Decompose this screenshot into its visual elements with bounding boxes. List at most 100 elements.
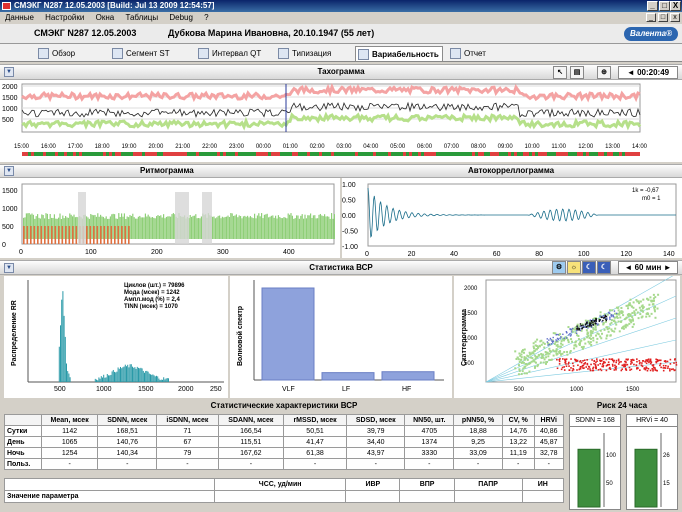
menu-tables[interactable]: Таблицы — [125, 13, 159, 22]
rhythm-band-segment — [154, 152, 157, 156]
param-column-header: ПАПР — [453, 478, 523, 491]
tab-report[interactable]: Отчет — [448, 46, 486, 61]
sun-icon[interactable]: ☼ — [567, 261, 581, 274]
stats-column-header[interactable]: pNN50, % — [453, 414, 503, 426]
stats-row[interactable]: День 1065 140,76 67 115,51 41,47 34,40 1374 9,25… — [4, 436, 565, 448]
stats-column-header[interactable]: CV, % — [501, 414, 535, 426]
histogram-chart[interactable]: Распределение RR Циклов (шт.) = 79896Мода… — [4, 276, 228, 398]
menu-help[interactable]: ? — [204, 13, 209, 22]
scatter-point — [625, 323, 628, 326]
rhythm-band-segment — [211, 152, 214, 156]
stats-column-header[interactable]: iSDNN, мсек — [156, 414, 219, 426]
scatter-point — [674, 358, 676, 360]
tachogram-collapse-button[interactable]: ▼ — [4, 67, 14, 77]
stats-column-header[interactable]: Mean, мсек — [40, 414, 99, 426]
scatter-point — [586, 362, 589, 365]
settings-icon[interactable]: ⚙ — [552, 261, 566, 274]
histogram-ylabel: Распределение RR — [11, 300, 18, 366]
time-position-control[interactable]: ◄ 00:20:49 ► — [618, 66, 678, 88]
rhythm-collapse-button[interactable]: ▼ — [4, 166, 14, 176]
rhythm-band-segment — [379, 152, 382, 156]
tab-qt-interval[interactable]: Интервал QT — [196, 46, 261, 61]
menu-settings[interactable]: Настройки — [45, 13, 85, 22]
histogram-bar — [151, 374, 153, 382]
stats-column-header[interactable] — [4, 414, 42, 426]
rr-bar — [319, 213, 321, 239]
tab-typing[interactable]: Типизация — [276, 46, 331, 61]
nav-prev-icon[interactable]: ◄ — [626, 68, 635, 77]
stats-column-header[interactable]: SDSD, мсек — [346, 414, 406, 426]
scatter-point — [583, 362, 585, 365]
rhythm-band-segment — [220, 152, 223, 156]
scatter-point — [575, 359, 577, 361]
menu-data[interactable]: Данные — [5, 13, 34, 22]
stats-row[interactable]: Польз. - - - - - - - - - - — [4, 458, 565, 470]
stats-column-header[interactable]: rMSSD, мсек — [283, 414, 348, 426]
rhythmogram-chart[interactable]: 1500 1000 500 0 0 100 200 300 400 — [0, 178, 340, 258]
histogram-bar — [165, 378, 167, 382]
close-button[interactable]: X — [670, 1, 681, 11]
scatter-point — [589, 368, 591, 370]
stats-column-header[interactable]: SDNN, мсек — [97, 414, 158, 426]
stats-column-header[interactable]: NN50, шт. — [404, 414, 455, 426]
tab-variability[interactable]: Вариабельность — [355, 46, 443, 61]
mdi-restore-button[interactable]: □ — [658, 13, 668, 22]
autocorrelogram-chart[interactable]: 1.00 0.50 0.00 -0.50 -1.00 0 20 40 60 80 100 120 140… — [342, 178, 682, 258]
stats-cell: 168,51 — [97, 425, 158, 437]
scatter-point — [626, 363, 629, 366]
rhythm-band-segment — [235, 152, 238, 156]
scatter-point — [654, 316, 657, 319]
menu-windows[interactable]: Окна — [95, 13, 115, 22]
rhythm-band-segment — [526, 152, 529, 156]
scatter-point — [612, 316, 615, 318]
scatter-point — [576, 369, 578, 371]
param-table: ЧСС, уд/мин ИВР ВПР ПАПР ИН Значение парамет… — [3, 478, 565, 503]
moon-night-icon[interactable]: ☾ — [597, 261, 611, 274]
interval-prev-icon[interactable]: ◄ — [624, 263, 633, 272]
scatter-point — [535, 356, 538, 359]
scatter-point — [547, 342, 550, 345]
rhythm-band-segment — [109, 152, 112, 156]
cursor-icon[interactable]: ↖ — [553, 66, 567, 79]
maximize-button[interactable]: □ — [659, 1, 670, 11]
rhythm-band-segment — [415, 152, 418, 156]
rr-bar — [266, 213, 268, 239]
scatter-point — [583, 367, 585, 369]
spectrum-bar — [381, 371, 435, 381]
moon-icon[interactable]: ☾ — [582, 261, 596, 274]
stats-row[interactable]: Ночь 1254 140,34 79 167,62 61,38 43,97 3330 33,0… — [4, 447, 565, 459]
qt-interval-icon — [198, 48, 209, 59]
scatter-point — [577, 327, 579, 329]
stats-column-header[interactable]: HRVi — [533, 414, 565, 426]
hrv-collapse-button[interactable]: ▼ — [4, 263, 14, 273]
menu-bar: Данные Настройки Окна Таблицы Debug ? _ … — [0, 12, 682, 24]
param-value-cell — [345, 490, 401, 503]
scatter-point — [597, 323, 599, 325]
stats-row[interactable]: Сутки 1142 168,51 71 166,54 50,51 39,79 4705 18,… — [4, 425, 565, 437]
scatter-point — [602, 365, 605, 368]
rr-bar — [272, 215, 274, 239]
scatter-chart[interactable]: Скаттерограмма 2000 1500 1000 500 500 1000 1500 — [454, 273, 680, 398]
scatter-point — [585, 326, 588, 328]
rhythm-band-segment — [556, 152, 559, 156]
interval-next-icon[interactable]: ► — [663, 263, 672, 272]
y-tick-label: 0.00 — [342, 213, 356, 220]
spectrum-chart[interactable]: Волновой спектр VLF LF HF — [230, 276, 452, 398]
tab-overview[interactable]: Обзор — [36, 46, 75, 61]
menu-debug[interactable]: Debug — [169, 13, 193, 22]
scatter-point — [603, 313, 606, 316]
rhythm-band-segment — [52, 152, 55, 156]
tab-st-segment[interactable]: Сегмент ST — [110, 46, 170, 61]
y-tick-label: 1500 — [464, 311, 478, 317]
stats-column-header[interactable]: SDANN, мсек — [217, 414, 285, 426]
zoom-icon[interactable]: ⊕ — [597, 66, 611, 79]
mdi-close-button[interactable]: x — [670, 13, 680, 22]
interval-select[interactable]: ◄ 60 мин ► — [618, 261, 678, 274]
scatter-point — [603, 328, 606, 331]
tachogram-chart[interactable]: 2000 1500 1000 500 15:00 16:00 17:00 18:00 19:00… — [0, 80, 682, 162]
mdi-minimize-button[interactable]: _ — [646, 13, 656, 22]
rhythm-band-segment — [373, 152, 376, 156]
minimize-button[interactable]: _ — [647, 1, 658, 11]
document-icon[interactable]: ▤ — [570, 66, 584, 79]
scatter-point — [592, 321, 594, 324]
